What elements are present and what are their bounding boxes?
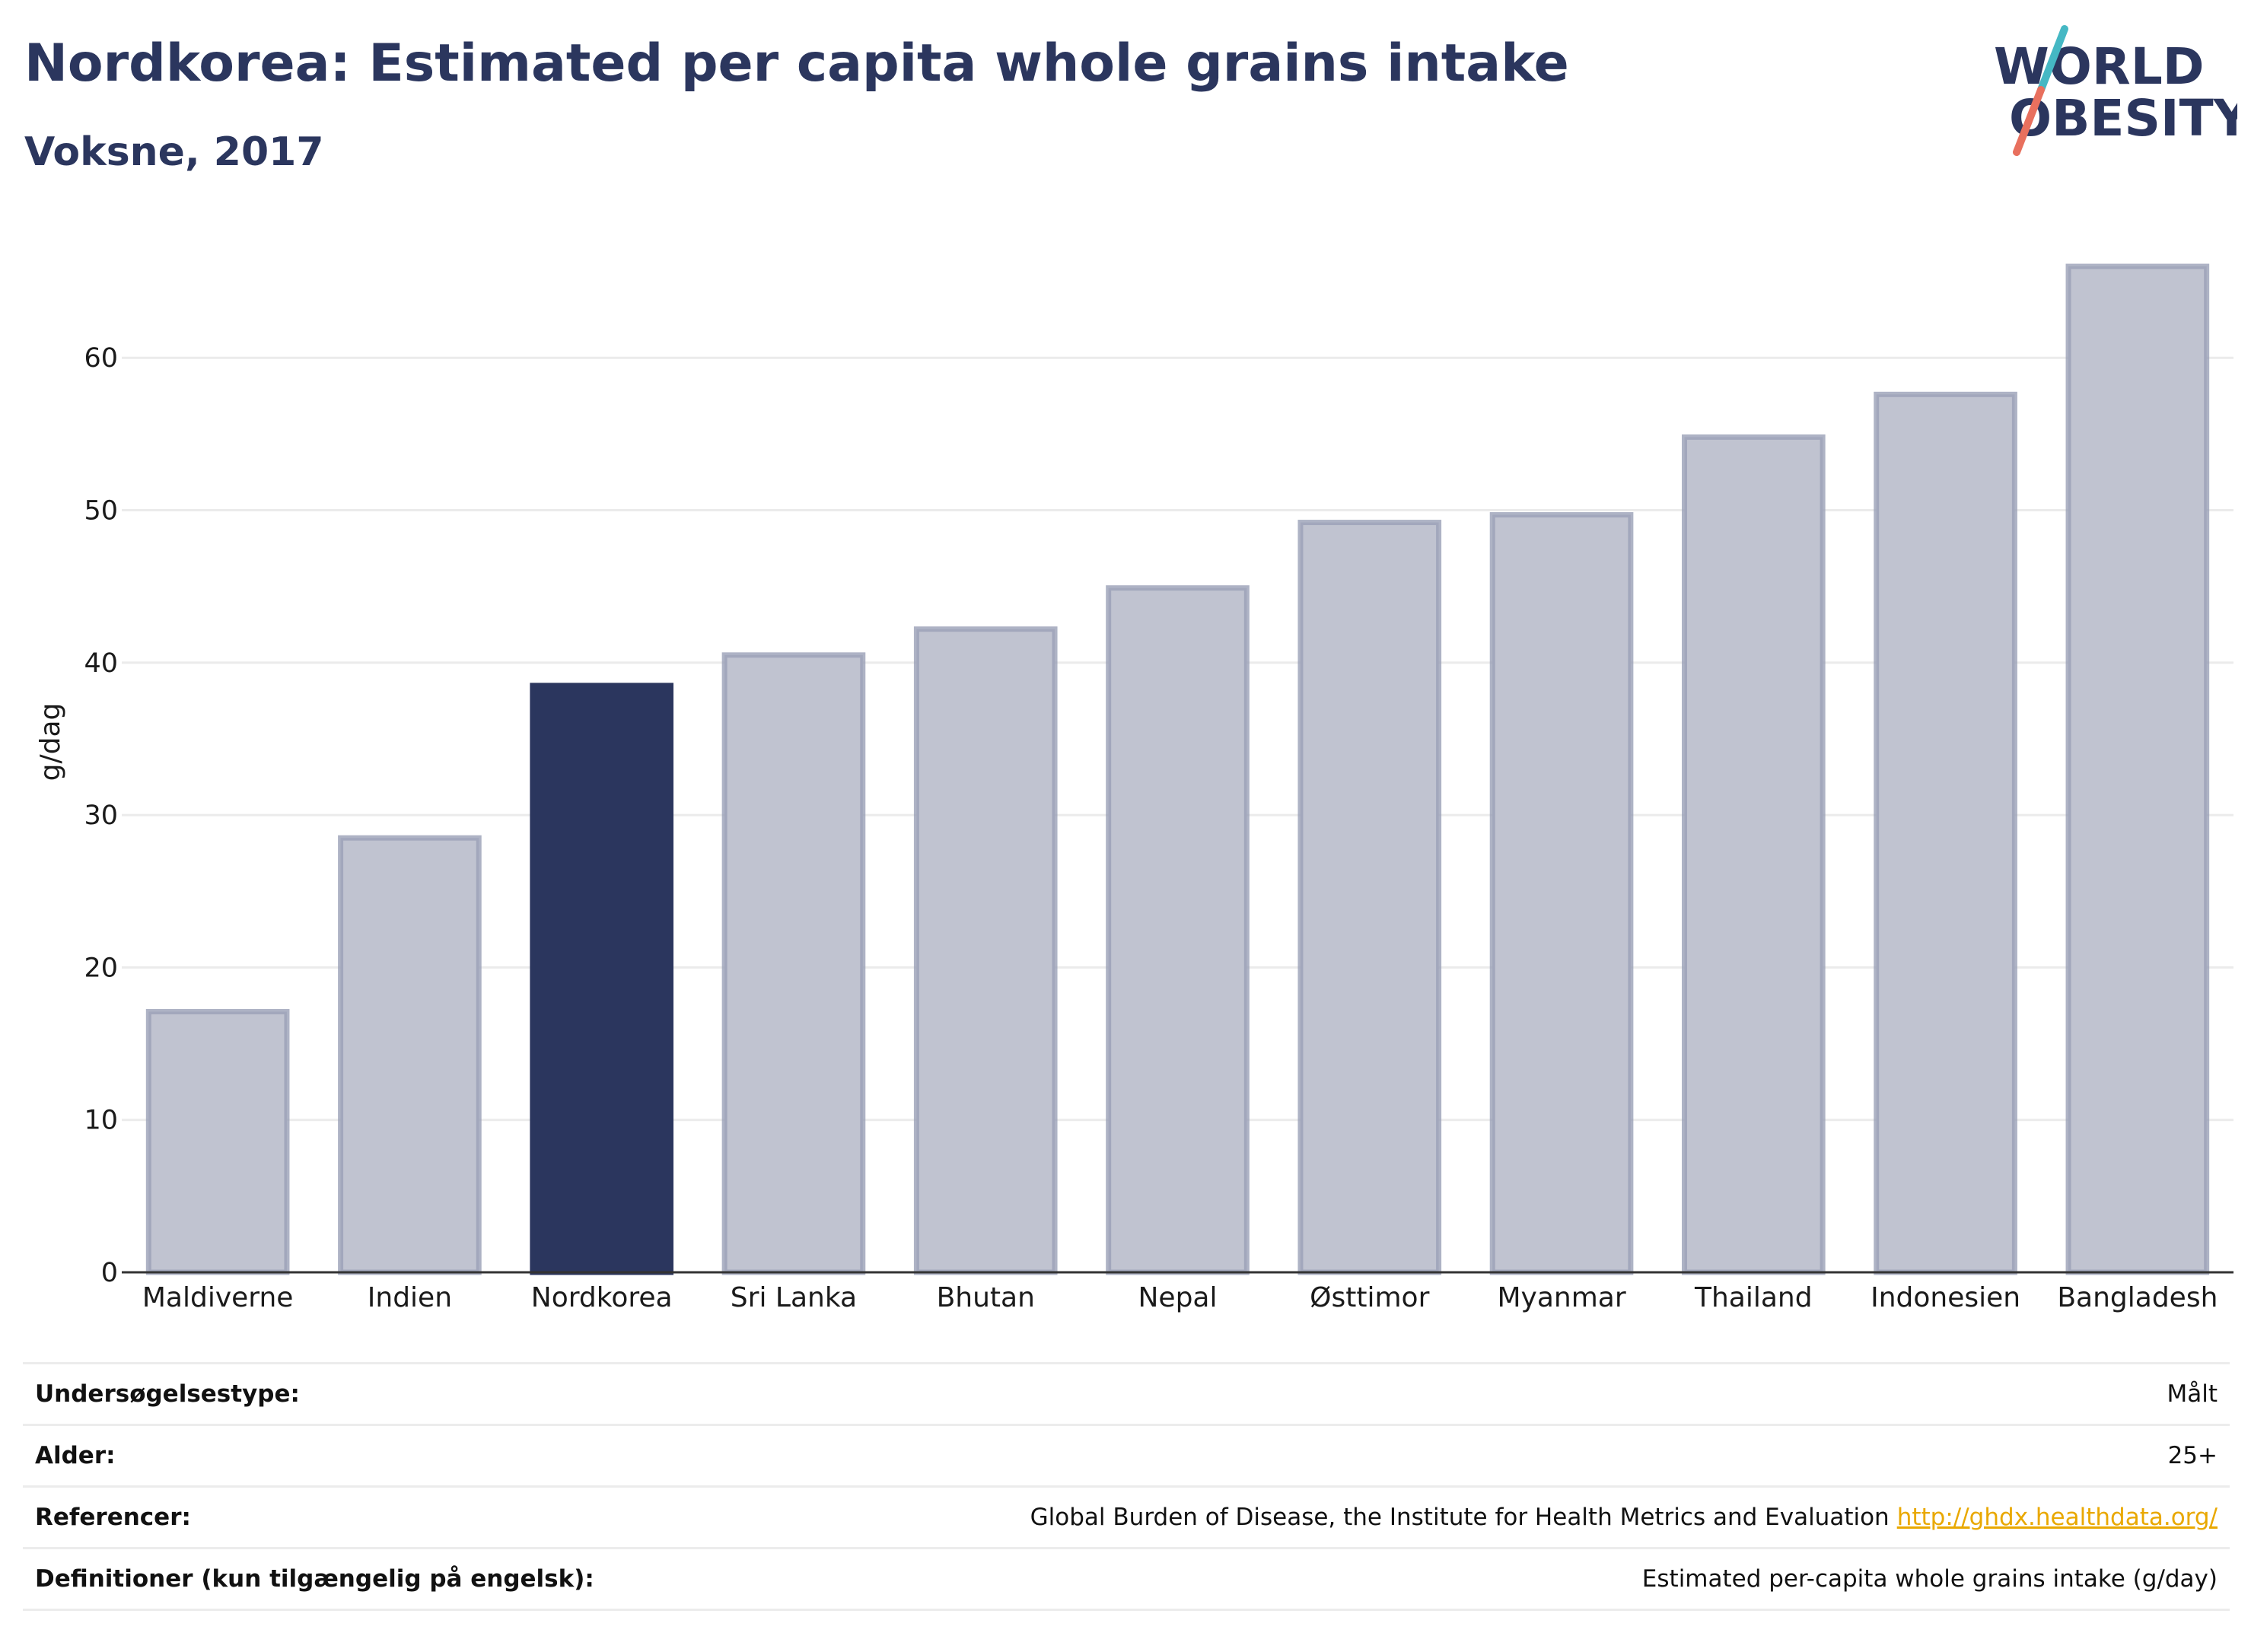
- info-label: Undersøgelsestype:: [35, 1380, 300, 1408]
- bar-bhutan[interactable]: [913, 626, 1058, 1275]
- info-label: Alder:: [35, 1442, 116, 1469]
- bar-sri-lanka[interactable]: [721, 652, 866, 1275]
- reference-link[interactable]: http://ghdx.healthdata.org/: [1896, 1504, 2218, 1531]
- x-tick-label: Thailand: [1694, 1282, 1813, 1313]
- info-label: Referencer:: [35, 1504, 191, 1531]
- info-table: Undersøgelsestype: Målt Alder: 25+ Refer…: [23, 1362, 2230, 1611]
- chart-title: Nordkorea: Estimated per capita whole gr…: [24, 33, 1569, 94]
- info-row-survey-type: Undersøgelsestype: Målt: [23, 1364, 2230, 1426]
- x-tick-label: Nepal: [1138, 1282, 1218, 1313]
- y-tick-label: 30: [84, 801, 118, 831]
- x-tick-label: Indien: [368, 1282, 452, 1313]
- y-axis-label: g/dag: [35, 703, 66, 781]
- info-value: Estimated per-capita whole grains intake…: [1641, 1565, 2218, 1593]
- bar-indonesien[interactable]: [1874, 391, 2017, 1275]
- bar-østtimor[interactable]: [1297, 520, 1442, 1275]
- logo-slash-top: [2037, 25, 2068, 94]
- bar-chart: 0 10 20 30 40 50 60 Maldiverne Indien Nordkorea Sr…: [35, 263, 2233, 1313]
- x-tick-label: Nordkorea: [531, 1282, 673, 1313]
- info-value: Global Burden of Disease, the Institute …: [1030, 1504, 2218, 1531]
- y-tick-label: 0: [101, 1258, 118, 1288]
- bar-nordkorea[interactable]: [530, 683, 674, 1275]
- x-tick-label: Østtimor: [1310, 1282, 1429, 1313]
- bar-maldiverne[interactable]: [145, 1008, 290, 1275]
- y-tick-label: 20: [84, 953, 118, 983]
- x-tick-label: Sri Lanka: [731, 1282, 857, 1313]
- logo-line-1: WORLD: [1994, 37, 2205, 96]
- info-row-definitions: Definitioner (kun tilgængelig på engelsk…: [23, 1549, 2230, 1611]
- y-tick-label: 40: [84, 648, 118, 679]
- logo-slash-bottom: [2013, 86, 2045, 156]
- world-obesity-logo[interactable]: WORLD OBESITY: [1979, 23, 2251, 160]
- logo-line-2: OBESITY: [2009, 89, 2237, 148]
- y-tick-label: 50: [84, 496, 118, 527]
- info-value: 25+: [2167, 1442, 2218, 1469]
- info-value: Målt: [2167, 1380, 2218, 1408]
- reference-text: Global Burden of Disease, the Institute …: [1030, 1504, 1890, 1531]
- x-tick-label: Maldiverne: [142, 1282, 294, 1313]
- info-row-age: Alder: 25+: [23, 1426, 2230, 1488]
- x-tick-label: Myanmar: [1497, 1282, 1625, 1313]
- bar-bangladesh[interactable]: [2065, 263, 2210, 1275]
- y-tick-label: 10: [84, 1106, 118, 1136]
- bar-indien[interactable]: [338, 835, 482, 1275]
- chart-subtitle: Voksne, 2017: [24, 129, 324, 175]
- x-tick-label: Bangladesh: [2057, 1282, 2218, 1313]
- x-tick-label: Bhutan: [937, 1282, 1035, 1313]
- bar-nepal[interactable]: [1106, 585, 1250, 1275]
- axes: 0 10 20 30 40 50 60 Maldiverne Indien Nordkorea Sr…: [84, 343, 2233, 1313]
- bar-thailand[interactable]: [1682, 434, 1826, 1275]
- info-row-references: Referencer: Global Burden of Disease, th…: [23, 1488, 2230, 1549]
- y-tick-label: 60: [84, 343, 118, 374]
- bar-myanmar[interactable]: [1489, 512, 1634, 1275]
- x-tick-label: Indonesien: [1871, 1282, 2020, 1313]
- bars: [145, 263, 2210, 1275]
- info-label: Definitioner (kun tilgængelig på engelsk…: [35, 1565, 594, 1593]
